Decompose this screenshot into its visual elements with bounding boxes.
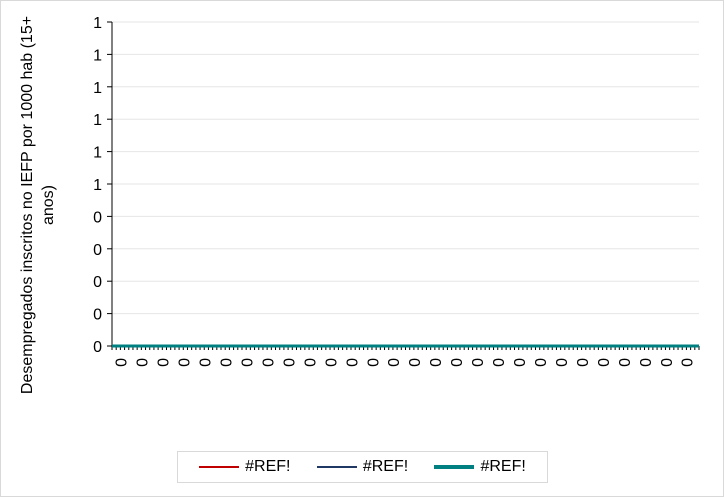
- x-tick-label-23: 0: [596, 358, 613, 367]
- x-tick-label-24: 0: [617, 358, 634, 367]
- y-tick-label-1: 1: [93, 47, 102, 64]
- y-axis-label: Desempregados inscritos no IEFP por 1000…: [19, 15, 57, 395]
- x-tick-label-8: 0: [281, 358, 298, 367]
- x-tick-label-15: 0: [428, 358, 445, 367]
- y-tick-label-4: 1: [93, 145, 102, 162]
- legend-swatch-1: [199, 466, 240, 468]
- y-tick-label-6: 0: [93, 209, 102, 226]
- x-tick-label-1: 0: [135, 358, 152, 367]
- x-tick-label-16: 0: [449, 358, 466, 367]
- y-tick-label-5: 1: [93, 177, 102, 194]
- legend: #REF! #REF! #REF!: [177, 451, 548, 483]
- x-tick-label-10: 0: [323, 358, 340, 367]
- x-tick-label-26: 0: [659, 358, 676, 367]
- x-tick-label-18: 0: [491, 358, 508, 367]
- x-tick-label-4: 0: [198, 358, 215, 367]
- legend-item-2: #REF!: [316, 458, 409, 476]
- x-tick-label-17: 0: [470, 358, 487, 367]
- legend-swatch-3: [434, 465, 475, 469]
- legend-label-3: #REF!: [480, 458, 526, 475]
- x-tick-label-0: 0: [114, 358, 131, 367]
- x-tick-label-6: 0: [239, 358, 256, 367]
- legend-item-1: #REF!: [199, 458, 291, 476]
- y-tick-label-2: 1: [93, 80, 102, 97]
- x-tick-label-14: 0: [407, 358, 424, 367]
- x-tick-label-7: 0: [260, 358, 277, 367]
- x-tick-label-27: 0: [680, 358, 697, 367]
- x-tick-label-12: 0: [365, 358, 382, 367]
- y-tick-label-7: 0: [93, 242, 102, 259]
- y-tick-labels: 1 1 1 1 1 1 0 0 0 0 0: [93, 15, 102, 356]
- y-tick-label-10: 0: [93, 339, 102, 356]
- x-tick-label-11: 0: [344, 358, 361, 367]
- x-tick-label-21: 0: [554, 358, 571, 367]
- legend-swatch-2: [316, 466, 357, 468]
- gridlines: [112, 21, 699, 315]
- legend-item-3: #REF!: [434, 458, 526, 476]
- x-tick-label-9: 0: [302, 358, 319, 367]
- y-tick-label-0: 1: [93, 15, 102, 32]
- x-tick-label-25: 0: [638, 358, 655, 367]
- y-tick-label-9: 0: [93, 307, 102, 324]
- y-tick-label-3: 1: [93, 112, 102, 129]
- y-tick-label-8: 0: [93, 274, 102, 291]
- x-tick-label-3: 0: [177, 358, 194, 367]
- legend-label-1: #REF!: [245, 458, 291, 475]
- x-tick-label-22: 0: [575, 358, 592, 367]
- x-tick-label-20: 0: [533, 358, 550, 367]
- x-tick-label-2: 0: [156, 358, 173, 367]
- axes: [107, 21, 700, 350]
- x-tick-label-19: 0: [512, 358, 529, 367]
- x-tick-label-5: 0: [219, 358, 236, 367]
- x-tick-label-13: 0: [386, 358, 403, 367]
- legend-label-2: #REF!: [362, 458, 409, 475]
